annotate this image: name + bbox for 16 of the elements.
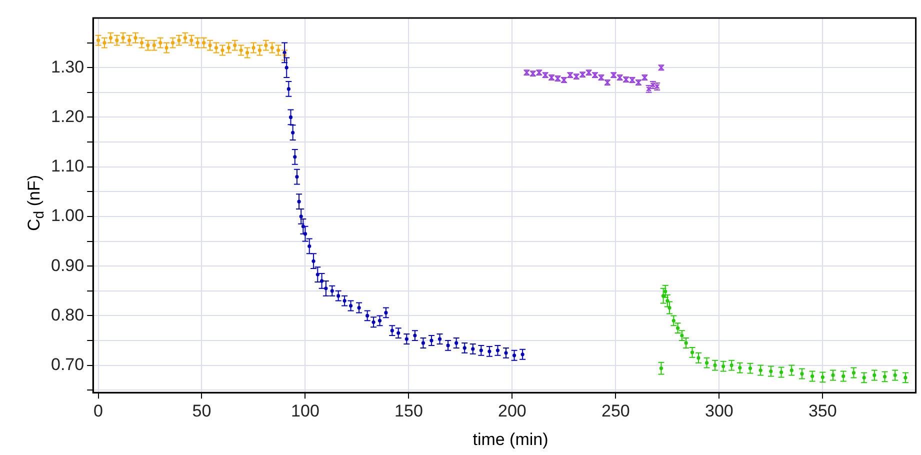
y-tick-label: 1.20 [50, 106, 84, 126]
x-tick-label: 50 [192, 401, 212, 420]
x-tick-label: 150 [394, 401, 423, 420]
x-axis-title: time (min) [472, 430, 550, 450]
y-tick-label: 1.10 [50, 156, 84, 176]
x-tick-label: 300 [704, 401, 734, 420]
y-tick-label: 1.00 [50, 206, 84, 226]
x-tick-label: 0 [94, 401, 103, 420]
y-tick-label: 1.30 [50, 57, 84, 76]
y-tick-label: 0.80 [50, 305, 84, 324]
y-tick-label: 0.70 [50, 355, 84, 374]
y-tick-label: 0.90 [50, 256, 84, 275]
x-tick-label: 200 [498, 401, 526, 420]
x-tick-label: 350 [808, 401, 837, 420]
x-tick-label: 100 [291, 401, 320, 420]
x-tick-label: 250 [602, 401, 630, 420]
